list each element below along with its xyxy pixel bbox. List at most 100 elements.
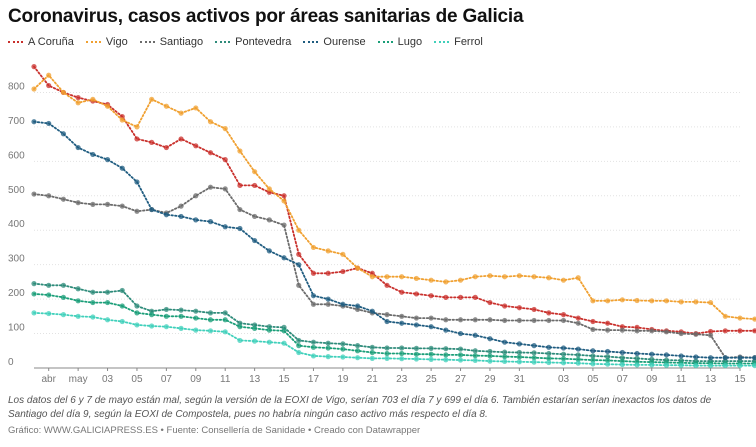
data-point-a-coru-a: [31, 64, 37, 70]
data-point-a-coru-a: [546, 310, 552, 316]
legend-swatch: [8, 41, 23, 43]
x-tick-label: 23: [396, 374, 408, 385]
y-tick-label: 0: [8, 357, 14, 368]
data-point-lugo: [531, 355, 537, 361]
data-point-vigo: [178, 110, 184, 116]
data-point-ferrol: [384, 355, 390, 361]
data-point-vigo: [193, 105, 199, 111]
data-point-santiago: [384, 312, 390, 318]
data-point-lugo: [163, 313, 169, 319]
data-point-a-coru-a: [752, 328, 756, 334]
legend-item-vigo: Vigo: [85, 36, 128, 48]
data-point-vigo: [384, 274, 390, 280]
data-point-a-coru-a: [46, 82, 52, 89]
data-point-ourense: [531, 343, 537, 349]
data-point-ourense: [31, 119, 37, 125]
legend-item-ferrol: Ferrol: [434, 36, 483, 48]
x-tick-label: 29: [484, 374, 496, 385]
data-point-a-coru-a: [428, 293, 434, 299]
data-point-ourense: [605, 348, 611, 355]
x-tick-label: 09: [190, 374, 202, 385]
data-point-ourense: [369, 308, 375, 314]
data-point-ferrol: [369, 355, 375, 361]
data-point-santiago: [663, 329, 670, 335]
data-point-a-coru-a: [222, 157, 228, 163]
data-point-lugo: [60, 294, 67, 300]
data-point-santiago: [104, 201, 111, 207]
data-point-santiago: [207, 184, 214, 190]
data-point-lugo: [252, 325, 258, 331]
data-point-ourense: [134, 179, 140, 185]
data-point-a-coru-a: [443, 294, 449, 300]
data-point-lugo: [546, 355, 552, 361]
data-point-ourense: [428, 324, 434, 330]
data-point-santiago: [678, 330, 684, 337]
data-point-ourense: [119, 165, 125, 171]
data-point-pontevedra: [531, 350, 537, 356]
data-point-ourense: [443, 327, 449, 333]
data-point-vigo: [693, 299, 699, 305]
data-point-ourense: [325, 296, 331, 302]
x-tick-label: abr: [41, 374, 56, 385]
data-point-a-coru-a: [590, 318, 596, 325]
data-point-santiago: [605, 327, 611, 333]
y-tick-label: 400: [8, 219, 25, 230]
legend-item-santiago: Santiago: [139, 36, 203, 48]
series-line-ferrol: [33, 311, 756, 367]
legend-item-a-coru-a: A Coruña: [8, 36, 74, 48]
data-point-a-coru-a: [296, 251, 302, 257]
data-point-vigo: [163, 103, 169, 109]
data-point-a-coru-a: [605, 320, 611, 326]
data-point-ourense: [310, 293, 317, 299]
data-point-santiago: [472, 317, 478, 323]
data-point-santiago: [325, 301, 331, 307]
data-point-a-coru-a: [237, 182, 243, 189]
data-point-a-coru-a: [707, 328, 714, 335]
data-point-santiago: [428, 315, 434, 321]
legend-label: Lugo: [397, 36, 423, 48]
data-point-ourense: [678, 353, 684, 359]
data-point-a-coru-a: [252, 182, 258, 189]
data-point-ourense: [354, 303, 361, 309]
data-point-ourense: [266, 248, 272, 254]
data-point-a-coru-a: [531, 306, 537, 313]
data-point-ourense: [399, 320, 405, 326]
data-point-a-coru-a: [325, 270, 331, 276]
data-point-santiago: [60, 196, 67, 202]
data-point-pontevedra: [222, 310, 228, 316]
data-point-ferrol: [722, 362, 728, 369]
data-point-lugo: [590, 357, 596, 363]
data-point-ferrol: [104, 317, 111, 323]
x-tick-label: 11: [220, 374, 231, 385]
data-point-lugo: [487, 353, 493, 359]
x-tick-label: 15: [734, 374, 746, 385]
legend-swatch: [215, 41, 231, 43]
x-tick-label: 11: [676, 374, 687, 385]
data-point-vigo: [399, 274, 405, 280]
legend-label: Vigo: [105, 36, 128, 48]
data-point-pontevedra: [193, 308, 199, 314]
data-point-santiago: [281, 222, 287, 228]
data-point-lugo: [457, 352, 464, 358]
legend-swatch: [303, 41, 319, 43]
data-point-ourense: [693, 354, 699, 360]
data-point-vigo: [237, 148, 243, 154]
data-point-ourense: [575, 346, 581, 352]
data-point-lugo: [384, 350, 390, 357]
data-point-santiago: [46, 193, 52, 199]
data-point-lugo: [281, 328, 287, 334]
data-point-pontevedra: [399, 345, 405, 351]
data-point-a-coru-a: [413, 291, 420, 297]
data-point-ferrol: [119, 318, 125, 325]
x-tick-label: 19: [337, 374, 349, 385]
data-point-ferrol: [237, 337, 243, 344]
y-tick-label: 100: [8, 323, 25, 334]
data-point-pontevedra: [296, 337, 302, 344]
x-tick-label: 17: [308, 374, 320, 385]
x-tick-label: 07: [161, 374, 173, 385]
data-point-santiago: [296, 282, 302, 288]
data-point-ferrol: [281, 340, 287, 346]
legend-swatch: [85, 41, 101, 43]
data-point-lugo: [237, 324, 243, 330]
data-point-vigo: [590, 298, 596, 304]
